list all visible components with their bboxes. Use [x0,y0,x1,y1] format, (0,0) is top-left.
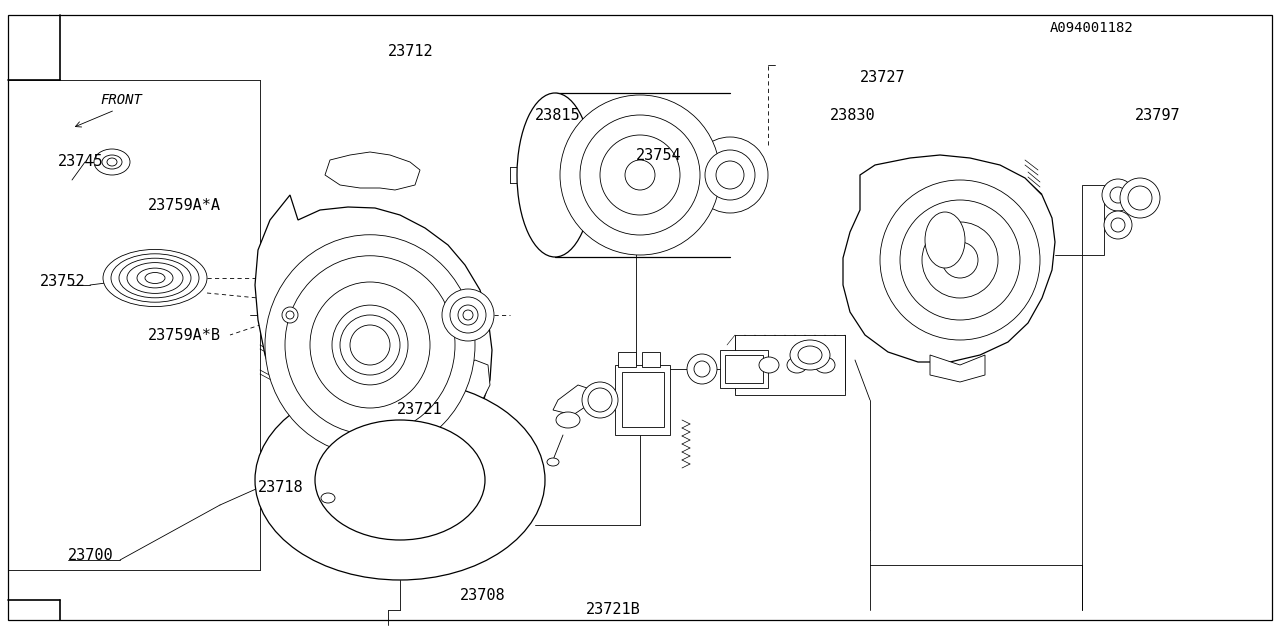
Ellipse shape [942,242,978,278]
Bar [643,352,660,367]
Polygon shape [735,335,845,395]
Ellipse shape [517,93,593,257]
Text: 23752: 23752 [40,275,86,289]
Ellipse shape [255,380,545,580]
Ellipse shape [600,135,680,215]
Bar [719,350,768,388]
Ellipse shape [588,388,612,412]
Ellipse shape [93,149,131,175]
Ellipse shape [1111,218,1125,232]
Ellipse shape [547,458,559,466]
Text: 23727: 23727 [860,70,906,86]
Text: 23721: 23721 [397,403,443,417]
Polygon shape [255,195,492,448]
Text: 23754: 23754 [636,147,682,163]
Ellipse shape [145,273,165,284]
Ellipse shape [102,250,207,307]
Polygon shape [931,355,986,382]
Ellipse shape [556,412,580,428]
Bar [622,372,664,427]
Bar [724,355,763,383]
Ellipse shape [137,268,173,288]
Ellipse shape [108,158,116,166]
Text: 23797: 23797 [1135,108,1180,122]
Ellipse shape [349,325,390,365]
Text: 23759A*B: 23759A*B [148,328,221,342]
Ellipse shape [687,354,717,384]
Ellipse shape [1102,179,1134,211]
Polygon shape [844,155,1055,362]
Polygon shape [451,360,490,405]
Polygon shape [325,152,420,190]
Polygon shape [553,385,593,415]
Ellipse shape [1110,187,1126,203]
Ellipse shape [705,150,755,200]
Ellipse shape [1103,211,1132,239]
Text: 23718: 23718 [259,481,303,495]
Text: 23745: 23745 [58,154,104,170]
Text: 23830: 23830 [829,108,876,122]
Ellipse shape [463,310,474,320]
Text: A094001182: A094001182 [1050,21,1134,35]
Ellipse shape [790,340,829,370]
Ellipse shape [265,235,475,455]
Ellipse shape [451,297,486,333]
Ellipse shape [285,311,294,319]
Text: 23708: 23708 [460,588,506,602]
Ellipse shape [692,137,768,213]
Ellipse shape [580,115,700,235]
Ellipse shape [282,307,298,323]
Ellipse shape [332,305,408,385]
Ellipse shape [315,420,485,540]
Ellipse shape [925,212,965,268]
Bar [618,352,636,367]
Ellipse shape [625,160,655,190]
Ellipse shape [561,95,719,255]
Text: FRONT: FRONT [100,93,142,107]
Ellipse shape [694,361,710,377]
Ellipse shape [321,493,335,503]
Ellipse shape [1128,186,1152,210]
Text: 23700: 23700 [68,547,114,563]
Text: 23815: 23815 [535,108,581,122]
Ellipse shape [582,382,618,418]
Text: 23721B: 23721B [586,602,641,618]
Ellipse shape [759,357,780,373]
Ellipse shape [797,346,822,364]
Ellipse shape [815,357,835,373]
Ellipse shape [716,161,744,189]
Bar [1082,185,1103,255]
Text: 23759A*A: 23759A*A [148,198,221,212]
Bar [614,365,669,435]
Text: 23712: 23712 [388,45,434,60]
Ellipse shape [922,222,998,298]
Ellipse shape [458,305,477,325]
Ellipse shape [285,256,454,435]
Ellipse shape [787,357,806,373]
Ellipse shape [900,200,1020,320]
Ellipse shape [1120,178,1160,218]
Ellipse shape [310,282,430,408]
Ellipse shape [881,180,1039,340]
Ellipse shape [442,289,494,341]
Ellipse shape [102,155,122,169]
Ellipse shape [340,315,399,375]
